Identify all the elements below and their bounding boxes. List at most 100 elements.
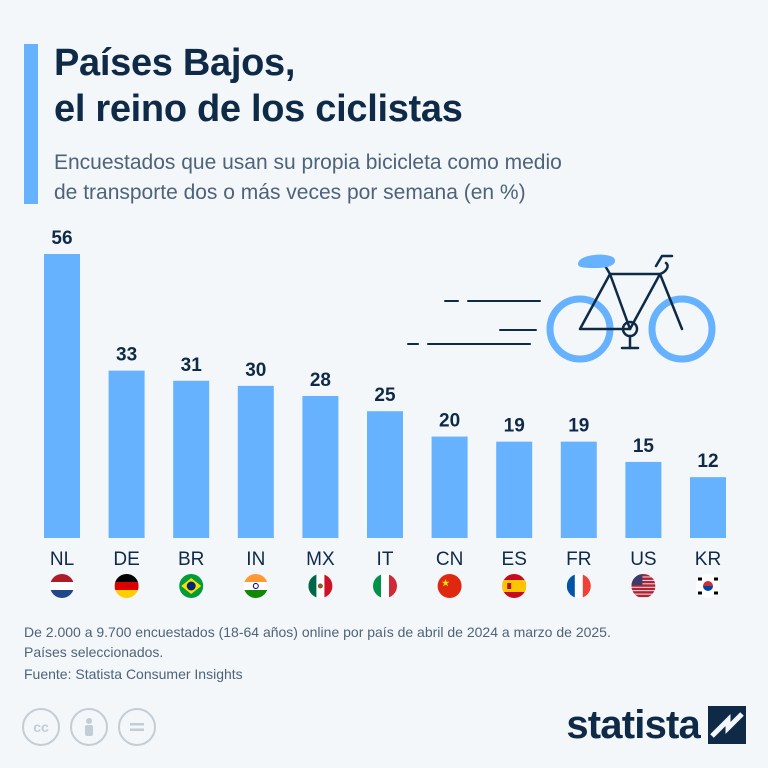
value-label-de: 33 <box>116 345 137 366</box>
flag-globe <box>186 581 196 591</box>
flag-stripe <box>502 580 527 592</box>
no-derivatives-icon[interactable] <box>118 708 156 746</box>
flag-body <box>373 574 397 598</box>
flag-stripe <box>566 574 576 598</box>
bar-mx <box>302 396 339 538</box>
flag-trigram <box>698 591 702 595</box>
flag-trigram <box>698 577 702 581</box>
chart-title: Países Bajos, el reino de los ciclistas <box>54 40 463 132</box>
flag-spain-icon <box>502 574 527 598</box>
flag-stripe <box>373 574 382 598</box>
category-label-kr: KR <box>695 549 721 570</box>
category-label-de: DE <box>113 549 139 570</box>
flag-stripe <box>243 574 268 583</box>
statista-logo-mark-icon <box>708 706 746 744</box>
flag-mexico-icon <box>308 574 333 598</box>
bar-de <box>108 370 145 538</box>
flag-taegeuk <box>703 581 713 586</box>
value-label-it: 25 <box>374 385 396 406</box>
category-label-cn: CN <box>436 549 463 570</box>
flag-taegeuk <box>703 586 713 591</box>
category-label-mx: MX <box>306 549 335 570</box>
value-label-in: 30 <box>245 360 266 381</box>
chart-subtitle: Encuestados que usan su propia bicicleta… <box>54 148 734 208</box>
category-label-fr: FR <box>566 549 591 570</box>
flag-stripe <box>631 574 656 577</box>
methodology-note: De 2.000 a 9.700 encuestados (18-64 años… <box>24 622 744 662</box>
note-line-2: Países seleccionados. <box>24 644 164 660</box>
bar-nl <box>44 254 80 538</box>
value-label-es: 19 <box>504 416 525 437</box>
flag-stripe <box>114 590 139 598</box>
flag-india-icon <box>243 574 268 598</box>
flag-france-icon <box>566 574 591 598</box>
flag-stripe <box>308 574 317 598</box>
value-label-fr: 19 <box>568 416 589 437</box>
flag-trigram <box>714 577 718 581</box>
flag-body <box>502 574 527 598</box>
flag-stripe <box>324 574 333 598</box>
source-note: Fuente: Statista Consumer Insights <box>24 666 243 682</box>
bar-us <box>625 461 662 538</box>
flag-emblem <box>507 583 512 589</box>
value-label-us: 15 <box>633 436 655 457</box>
value-label-nl: 56 <box>51 228 72 249</box>
flag-china-icon <box>437 574 462 598</box>
flag-stripe <box>631 591 656 594</box>
flag-stripe <box>631 584 656 587</box>
bicycle-icon <box>407 254 716 363</box>
title-line-2: el reino de los ciclistas <box>54 88 463 130</box>
flag-stripe <box>50 574 74 583</box>
flag-italy-icon <box>373 574 397 598</box>
flag-united-states-icon <box>631 574 656 598</box>
attribution-icon[interactable] <box>70 708 108 746</box>
value-label-br: 31 <box>181 355 203 376</box>
flag-stripe <box>381 574 390 598</box>
bar-es <box>496 441 533 538</box>
flag-stripe <box>114 574 139 583</box>
flag-stripe <box>574 574 584 598</box>
subtitle-line-2: de transporte dos o más veces por semana… <box>54 181 526 204</box>
category-label-it: IT <box>377 549 394 570</box>
bar-kr <box>690 477 726 538</box>
value-label-kr: 12 <box>697 451 718 472</box>
flag-emblem <box>252 583 259 589</box>
flag-germany-icon <box>114 574 139 598</box>
bar-it <box>367 411 403 538</box>
category-label-nl: NL <box>50 549 74 570</box>
flag-stripe <box>631 580 656 584</box>
flag-body <box>631 574 656 598</box>
flag-stripe <box>50 582 74 591</box>
flag-body <box>243 574 268 598</box>
bar-cn <box>431 436 468 538</box>
flag-south-korea-icon <box>696 574 720 598</box>
bar-chart: 56 NL 33 DE 31 BR 30 IN 28 MX 25 IT 20 CN 19 ES 19 FR 15 US… <box>44 228 726 598</box>
subtitle-line-1: Encuestados que usan su propia bicicleta… <box>54 151 562 174</box>
cc-icon[interactable]: cc <box>22 708 60 746</box>
bar-fr <box>560 441 597 538</box>
flag-stripe <box>243 590 268 598</box>
statista-logo[interactable]: statista <box>566 700 746 750</box>
category-label-br: BR <box>178 549 204 570</box>
flag-body <box>50 574 74 598</box>
flag-body <box>114 574 139 598</box>
logo-text: statista <box>566 702 700 747</box>
note-line-1: De 2.000 a 9.700 encuestados (18-64 años… <box>24 624 611 640</box>
flag-star <box>441 579 450 587</box>
flag-stripe <box>631 594 656 598</box>
flag-stripe <box>631 587 656 591</box>
flag-emblem <box>317 583 323 589</box>
flag-stripe <box>243 582 268 591</box>
value-label-cn: 20 <box>439 411 460 432</box>
title-line-1: Países Bajos, <box>54 42 296 84</box>
license-icons: cc <box>22 708 156 746</box>
bar-br <box>173 380 210 538</box>
flag-netherlands-icon <box>50 574 74 598</box>
flag-stripe <box>582 574 591 598</box>
flag-trigram <box>714 591 718 595</box>
flag-stripe <box>114 582 139 591</box>
flag-body <box>566 574 591 598</box>
category-label-es: ES <box>502 549 527 570</box>
flag-brazil-icon <box>179 574 204 598</box>
category-label-us: US <box>630 549 656 570</box>
